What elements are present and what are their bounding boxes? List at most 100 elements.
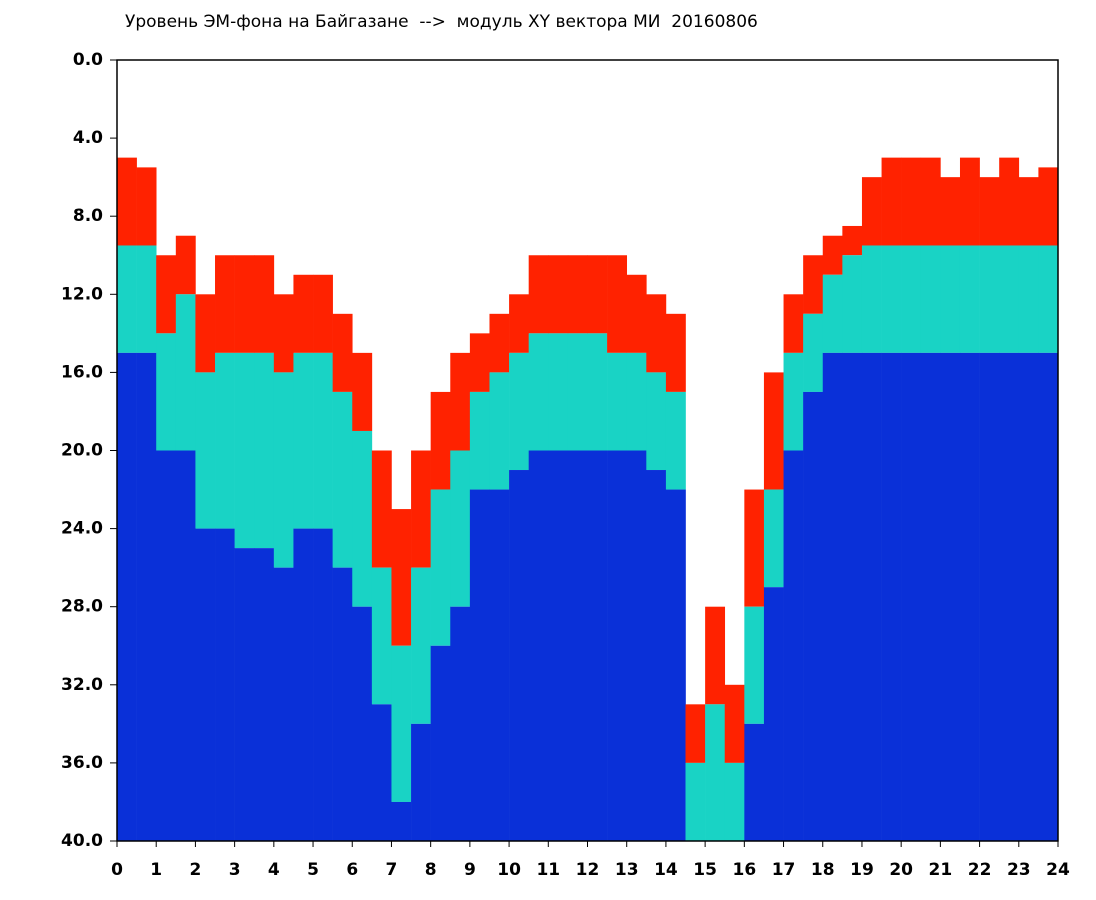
band-segment [156, 333, 177, 451]
band-segment [626, 274, 647, 353]
band-segment [254, 255, 275, 353]
band-segment [901, 245, 922, 353]
y-tick-label: 40.0 [61, 831, 103, 851]
x-tick-label: 1 [150, 860, 162, 880]
band-segment [391, 509, 412, 646]
band-segment [509, 294, 529, 353]
band-segment [528, 255, 549, 334]
band-segment [803, 313, 824, 392]
band-segment [881, 245, 902, 353]
band-segment [567, 333, 588, 451]
band-segment [489, 489, 510, 841]
band-segment [705, 606, 726, 705]
band-segment [411, 723, 431, 841]
band-segment [371, 450, 392, 568]
band-segment [430, 391, 451, 490]
band-segment [313, 352, 333, 529]
band-segment [1038, 352, 1059, 841]
y-tick-label: 20.0 [61, 441, 103, 461]
band-segment [959, 157, 980, 246]
band-segment [215, 528, 235, 841]
band-segment [175, 294, 196, 451]
band-segment [861, 245, 882, 353]
x-tick-label: 19 [850, 860, 874, 880]
band-segment [763, 372, 784, 490]
plot-area [117, 157, 1059, 841]
band-segment [803, 255, 824, 314]
band-segment [822, 235, 843, 275]
band-segment [783, 294, 804, 353]
band-segment [117, 352, 137, 841]
band-segment [430, 489, 451, 646]
band-segment [450, 352, 471, 451]
band-segment [979, 177, 1000, 246]
band-segment [803, 391, 824, 841]
band-segment [175, 235, 196, 295]
band-segment [567, 450, 588, 841]
x-tick-label: 2 [189, 860, 201, 880]
band-segment [352, 606, 373, 841]
x-tick-label: 3 [229, 860, 241, 880]
band-segment [293, 274, 314, 353]
band-segment [195, 528, 216, 841]
band-segment [509, 352, 529, 471]
y-tick-label: 0.0 [73, 50, 103, 70]
band-segment [215, 352, 235, 529]
x-tick-label: 5 [307, 860, 319, 880]
band-segment [646, 470, 667, 841]
band-segment [587, 450, 608, 841]
band-segment [587, 255, 608, 334]
band-segment [195, 294, 216, 373]
band-segment [548, 255, 569, 334]
band-segment [136, 167, 157, 246]
band-segment [959, 352, 980, 841]
band-segment [861, 352, 882, 841]
chart-title: Уровень ЭМ-фона на Байгазане --> модуль … [125, 12, 758, 32]
y-tick-label: 24.0 [61, 519, 103, 539]
x-tick-label: 11 [536, 860, 560, 880]
band-segment [1038, 245, 1059, 353]
band-segment [901, 352, 922, 841]
band-segment [234, 255, 255, 353]
band-segment [273, 567, 294, 841]
x-tick-label: 6 [346, 860, 358, 880]
band-segment [273, 372, 294, 568]
band-segment [920, 157, 941, 246]
band-segment [528, 450, 549, 841]
band-segment [548, 450, 569, 841]
band-segment [940, 177, 961, 246]
band-segment [999, 352, 1020, 841]
band-segment [489, 372, 510, 490]
band-segment [724, 762, 745, 841]
x-tick-label: 16 [732, 860, 756, 880]
band-segment [117, 157, 137, 246]
band-segment [744, 606, 765, 724]
band-segment [430, 645, 451, 841]
y-tick-label: 4.0 [73, 128, 103, 148]
band-segment [469, 333, 490, 392]
x-tick-label: 15 [693, 860, 717, 880]
band-segment [783, 450, 804, 841]
band-segment [411, 567, 431, 724]
band-segment [822, 274, 843, 353]
band-segment [665, 313, 686, 392]
band-segment [724, 684, 745, 763]
x-tick-label: 18 [811, 860, 835, 880]
band-segment [391, 645, 412, 802]
band-segment [959, 245, 980, 353]
band-segment [293, 352, 314, 529]
band-segment [254, 352, 275, 549]
x-tick-label: 17 [772, 860, 796, 880]
band-segment [979, 245, 1000, 353]
x-tick-label: 8 [425, 860, 437, 880]
band-segment [881, 352, 902, 841]
band-segment [1038, 167, 1059, 246]
band-segment [548, 333, 569, 451]
band-segment [626, 352, 647, 451]
x-tick-label: 4 [268, 860, 280, 880]
band-segment [332, 391, 353, 568]
band-segment [744, 489, 765, 607]
y-tick-label: 16.0 [61, 362, 103, 382]
band-segment [587, 333, 608, 451]
x-tick-label: 7 [386, 860, 398, 880]
